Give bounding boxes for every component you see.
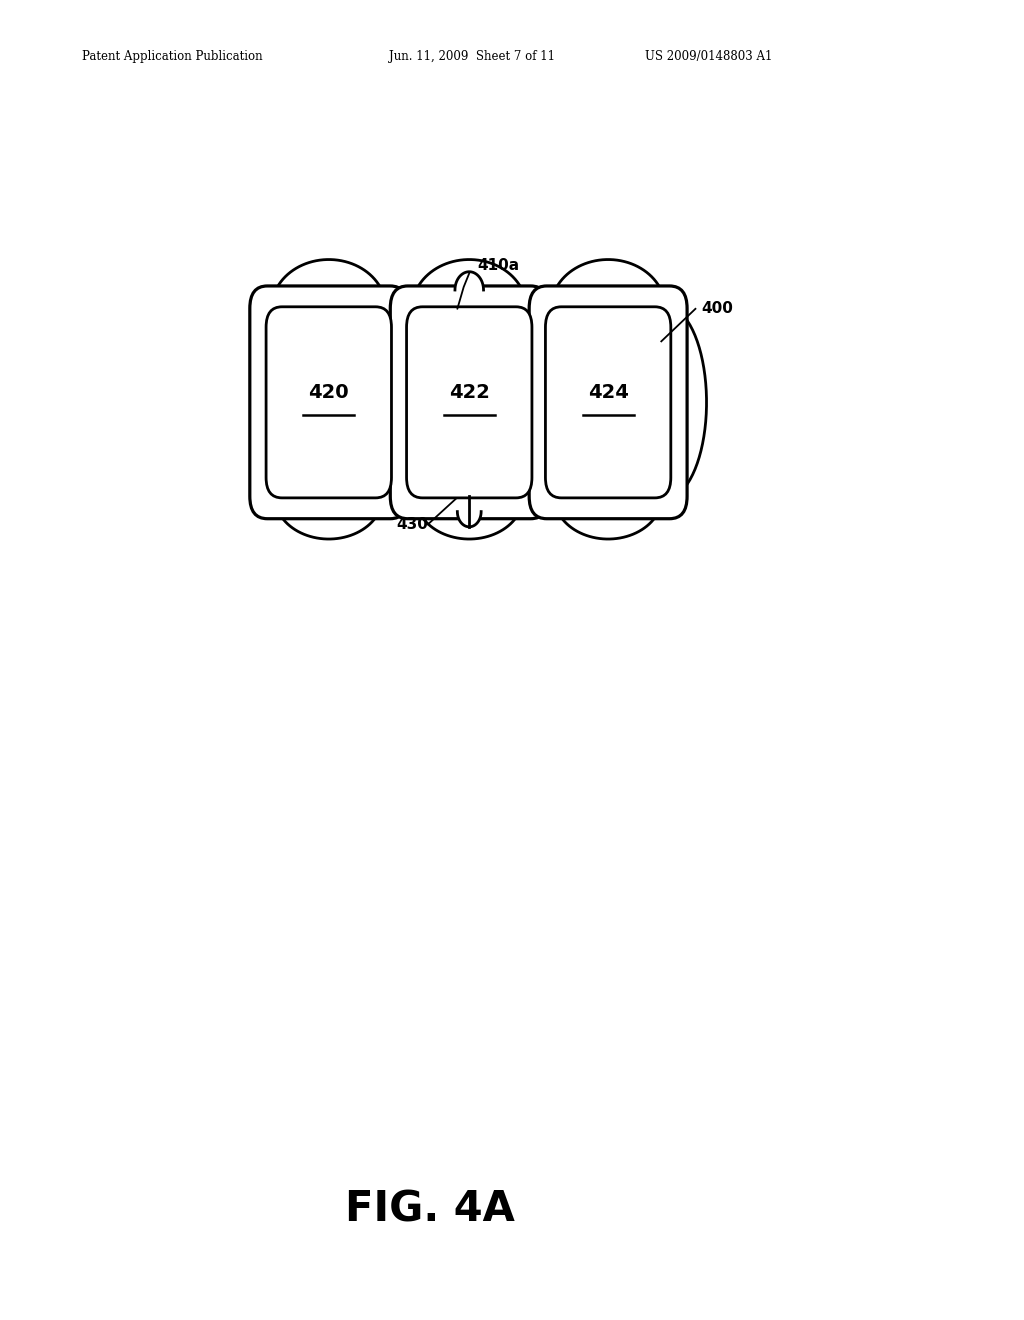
FancyBboxPatch shape bbox=[266, 306, 391, 498]
FancyBboxPatch shape bbox=[390, 286, 548, 519]
FancyBboxPatch shape bbox=[250, 286, 408, 519]
Polygon shape bbox=[455, 272, 483, 290]
Text: Jun. 11, 2009  Sheet 7 of 11: Jun. 11, 2009 Sheet 7 of 11 bbox=[389, 50, 555, 63]
Text: 430: 430 bbox=[396, 517, 428, 532]
Polygon shape bbox=[458, 512, 481, 527]
FancyBboxPatch shape bbox=[546, 306, 671, 498]
Text: Patent Application Publication: Patent Application Publication bbox=[82, 50, 262, 63]
Polygon shape bbox=[271, 260, 707, 539]
Text: 400: 400 bbox=[701, 301, 733, 317]
Text: FIG. 4A: FIG. 4A bbox=[345, 1188, 515, 1230]
FancyBboxPatch shape bbox=[407, 306, 531, 498]
Text: 422: 422 bbox=[449, 383, 489, 401]
Text: 424: 424 bbox=[588, 383, 629, 401]
Text: US 2009/0148803 A1: US 2009/0148803 A1 bbox=[645, 50, 772, 63]
Text: 420: 420 bbox=[308, 383, 349, 401]
FancyBboxPatch shape bbox=[529, 286, 687, 519]
Text: 410a: 410a bbox=[477, 257, 519, 273]
